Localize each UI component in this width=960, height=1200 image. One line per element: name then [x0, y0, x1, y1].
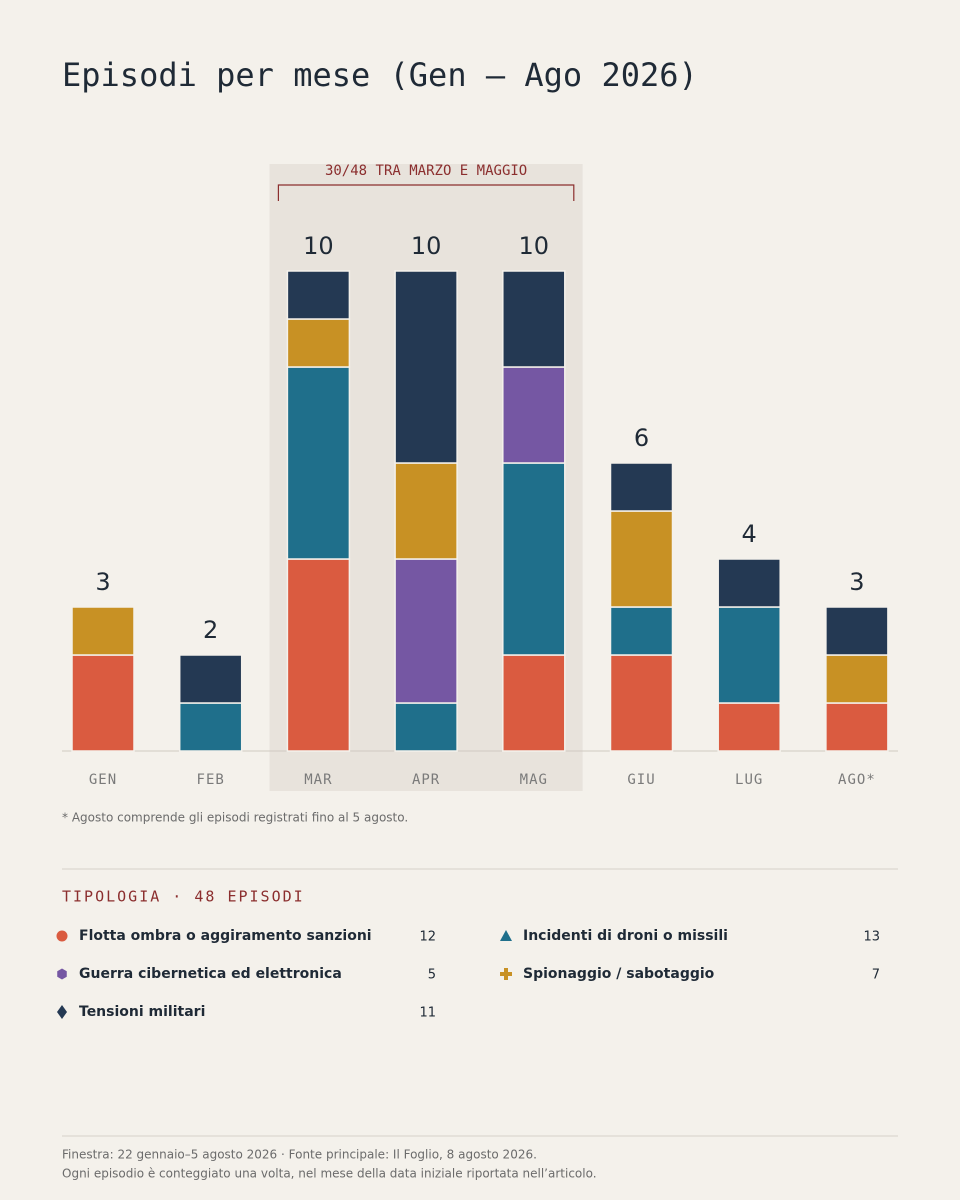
bar-segment	[286, 366, 351, 560]
x-tick-label: MAR	[304, 772, 332, 788]
bar-total-label: 10	[411, 232, 442, 260]
x-tick-label: GIU	[627, 772, 655, 788]
bar-segment	[394, 702, 458, 752]
bar-total-label: 10	[303, 232, 334, 260]
legend-marker	[57, 1005, 67, 1019]
bar-segment	[717, 702, 781, 752]
x-tick-label: LUG	[735, 772, 763, 788]
legend-count: 7	[872, 968, 880, 983]
bar-total-label: 4	[742, 520, 757, 548]
legend-count: 12	[419, 930, 436, 945]
bar-segment	[825, 606, 889, 656]
bar-total-label: 3	[849, 568, 864, 596]
bar-total-label: 3	[95, 568, 110, 596]
legend-marker	[56, 930, 68, 942]
bar-segment	[286, 270, 351, 320]
x-tick-label: GEN	[89, 772, 117, 788]
bar-segment	[394, 270, 458, 464]
bar-segment	[502, 654, 566, 752]
legend-count: 13	[863, 930, 880, 945]
bar-segment	[717, 606, 781, 704]
x-tick-label: APR	[412, 772, 440, 788]
bar-segment	[609, 510, 674, 608]
highlight-bracket	[277, 184, 575, 201]
bar-segment	[178, 702, 243, 752]
source-line: Finestra: 22 gennaio–5 agosto 2026 · Fon…	[62, 1148, 537, 1162]
bar-segment	[394, 462, 458, 560]
legend-label: Tensioni militari	[79, 1004, 205, 1020]
x-tick-label: AGO*	[838, 772, 876, 788]
bar-total-label: 6	[634, 424, 649, 452]
legend-marker	[500, 968, 512, 980]
bar-segment	[71, 654, 135, 752]
legend-count: 5	[428, 968, 436, 983]
bar-segment	[502, 270, 566, 368]
legend-marker	[57, 968, 67, 980]
legend-title: TIPOLOGIA · 48 EPISODI	[62, 888, 305, 906]
bar-segment	[825, 654, 889, 704]
bar-segment	[717, 558, 781, 608]
bar-segment	[609, 462, 674, 512]
bar-segment	[502, 366, 566, 464]
bar-segment	[609, 606, 674, 656]
bar-total-label: 2	[203, 616, 218, 644]
bar-total-label: 10	[519, 232, 550, 260]
legend-label: Spionaggio / sabotaggio	[523, 966, 715, 982]
bar-segment	[71, 606, 135, 656]
bar-segment	[502, 462, 566, 656]
bar-segment	[286, 318, 351, 368]
legend-marker	[500, 930, 512, 941]
legend-label: Flotta ombra o aggiramento sanzioni	[79, 928, 372, 944]
x-tick-label: FEB	[197, 772, 225, 788]
bar-segment	[286, 558, 351, 752]
bar-segment	[394, 558, 458, 704]
source-line: Ogni episodio è conteggiato una volta, n…	[62, 1167, 597, 1181]
x-tick-label: MAG	[520, 772, 548, 788]
legend-count: 11	[419, 1006, 436, 1021]
bar-segment	[178, 654, 243, 704]
footnote: * Agosto comprende gli episodi registrat…	[62, 811, 408, 825]
highlight-label: 30/48 TRA MARZO E MAGGIO	[325, 163, 527, 179]
legend-label: Guerra cibernetica ed elettronica	[79, 966, 342, 982]
bar-segment	[609, 654, 674, 752]
bar-segment	[825, 702, 889, 752]
chart-title: Episodi per mese (Gen – Ago 2026)	[62, 56, 698, 94]
legend-label: Incidenti di droni o missili	[523, 928, 728, 944]
